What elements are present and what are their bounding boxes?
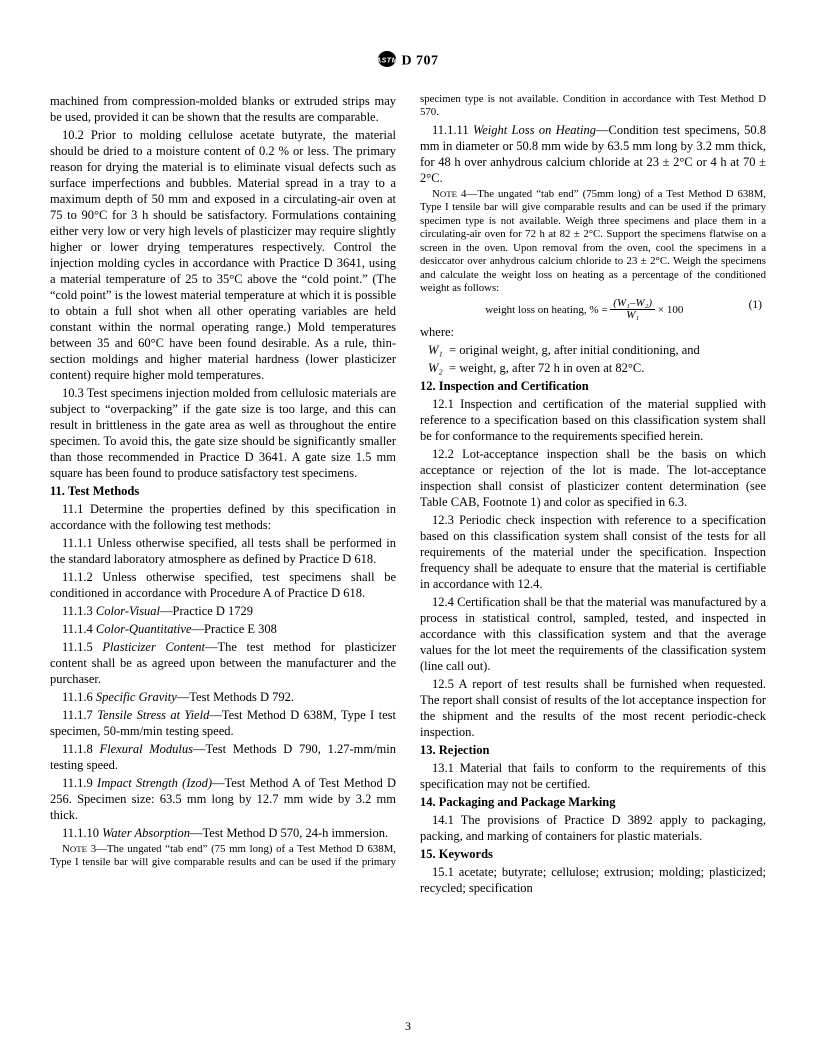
para-11-1-2: 11.1.2 Unless otherwise specified, test … — [50, 569, 396, 601]
term: Color-Visual — [96, 604, 160, 618]
para-11-1-11: 11.1.11 Weight Loss on Heating—Condition… — [420, 122, 766, 186]
label: 11.1.7 — [62, 708, 97, 722]
numerator: (W₁–W₂) — [613, 297, 652, 309]
para-10-1-cont: machined from compression-molded blanks … — [50, 93, 396, 125]
term: Water Absorption — [102, 826, 190, 840]
para-11-1-10: 11.1.10 Water Absorption—Test Method D 5… — [50, 825, 396, 841]
where-w1: W₁ = original weight, g, after initial c… — [420, 342, 766, 358]
fraction: (W₁–W₂)W₁ — [610, 298, 655, 322]
para-12-3: 12.3 Periodic check inspection with refe… — [420, 512, 766, 592]
note-rest: 4—The ungated “tab end” (75mm long) of a… — [420, 188, 766, 294]
para-11-1-3: 11.1.3 Color-Visual—Practice D 1729 — [50, 603, 396, 619]
para-11-1-1: 11.1.1 Unless otherwise specified, all t… — [50, 535, 396, 567]
section-11-head: 11. Test Methods — [50, 483, 396, 499]
para-14-1: 14.1 The provisions of Practice D 3892 a… — [420, 812, 766, 844]
label: 11.1.3 — [62, 604, 96, 618]
term: Weight Loss on Heating — [473, 123, 596, 137]
label: 11.1.8 — [62, 742, 100, 756]
para-11-1-7: 11.1.7 Tensile Stress at Yield—Test Meth… — [50, 707, 396, 739]
rest: —Test Method D 570, 24-h immersion. — [190, 826, 388, 840]
equation-number: (1) — [749, 298, 762, 313]
section-15-head: 15. Keywords — [420, 846, 766, 862]
para-15-1: 15.1 acetate; butyrate; cellulose; extru… — [420, 864, 766, 896]
formula-rhs: × 100 — [655, 304, 683, 316]
note-n: N — [432, 188, 440, 200]
label: 11.1.10 — [62, 826, 102, 840]
page-header: ASTM D 707 — [50, 50, 766, 73]
para-13-1: 13.1 Material that fails to conform to t… — [420, 760, 766, 792]
section-13-head: 13. Rejection — [420, 742, 766, 758]
note-ote: OTE — [70, 844, 87, 854]
sym: W₂ — [428, 361, 443, 375]
note-4: NOTE 4—The ungated “tab end” (75mm long)… — [420, 188, 766, 296]
term: Plasticizer Content — [102, 640, 205, 654]
def: = weight, g, after 72 h in oven at 82°C. — [449, 361, 644, 375]
para-12-2: 12.2 Lot-acceptance inspection shall be … — [420, 446, 766, 510]
body-columns: machined from compression-molded blanks … — [50, 93, 766, 896]
term: Tensile Stress at Yield — [97, 708, 209, 722]
rest: —Test Methods D 792. — [177, 690, 294, 704]
para-12-1: 12.1 Inspection and certification of the… — [420, 396, 766, 444]
astm-logo-icon: ASTM — [377, 50, 397, 73]
para-11-1-8: 11.1.8 Flexural Modulus—Test Methods D 7… — [50, 741, 396, 773]
denominator: W₁ — [626, 309, 639, 321]
label: 11.1.11 — [432, 123, 473, 137]
para-11-1-6: 11.1.6 Specific Gravity—Test Methods D 7… — [50, 689, 396, 705]
label: 11.1.6 — [62, 690, 96, 704]
term: Color-Quantitative — [96, 622, 192, 636]
para-12-5: 12.5 A report of test results shall be f… — [420, 676, 766, 740]
para-11-1: 11.1 Determine the properties defined by… — [50, 501, 396, 533]
where-label: where: — [420, 324, 766, 340]
equation-block: weight loss on heating, % = (W₁–W₂)W₁ × … — [420, 298, 766, 376]
term: Specific Gravity — [96, 690, 177, 704]
label: 11.1.5 — [62, 640, 102, 654]
para-12-4: 12.4 Certification shall be that the mat… — [420, 594, 766, 674]
def: = original weight, g, after initial cond… — [449, 343, 700, 357]
page-number: 3 — [0, 1019, 816, 1034]
label: 11.1.4 — [62, 622, 96, 636]
para-11-1-4: 11.1.4 Color-Quantitative—Practice E 308 — [50, 621, 396, 637]
section-14-head: 14. Packaging and Package Marking — [420, 794, 766, 810]
note-n: N — [62, 843, 70, 855]
sym: W₁ — [428, 343, 443, 357]
where-w2: W₂ = weight, g, after 72 h in oven at 82… — [420, 360, 766, 376]
page: ASTM D 707 machined from compression-mol… — [0, 0, 816, 936]
equation-1: weight loss on heating, % = (W₁–W₂)W₁ × … — [420, 298, 766, 322]
para-11-1-9: 11.1.9 Impact Strength (Izod)—Test Metho… — [50, 775, 396, 823]
label: 11.1.9 — [62, 776, 97, 790]
designation: D 707 — [401, 54, 438, 69]
rest: —Practice E 308 — [192, 622, 277, 636]
rest: —Practice D 1729 — [160, 604, 253, 618]
para-10-3: 10.3 Test specimens injection molded fro… — [50, 385, 396, 481]
para-10-2: 10.2 Prior to molding cellulose acetate … — [50, 127, 396, 383]
para-11-1-5: 11.1.5 Plasticizer Content—The test meth… — [50, 639, 396, 687]
term: Flexural Modulus — [100, 742, 194, 756]
section-12-head: 12. Inspection and Certification — [420, 378, 766, 394]
note-ote: OTE — [440, 189, 457, 199]
term: Impact Strength (Izod) — [97, 776, 212, 790]
svg-text:ASTM: ASTM — [377, 58, 397, 65]
formula-lhs: weight loss on heating, % = — [485, 304, 610, 316]
